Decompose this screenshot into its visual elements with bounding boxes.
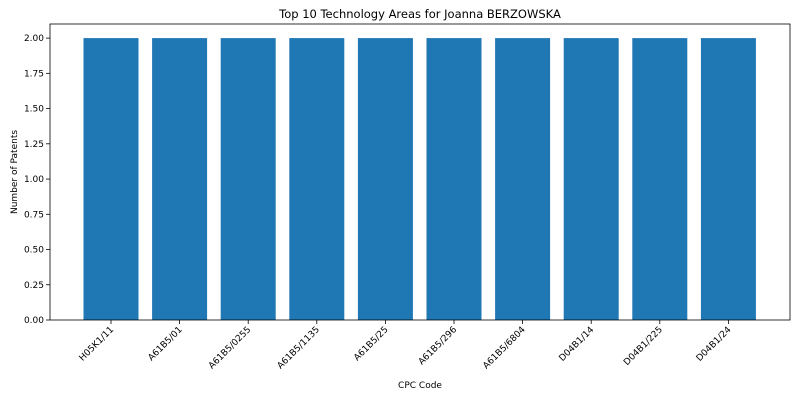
y-tick-label: 1.50 (24, 105, 44, 115)
y-tick-label: 0.25 (24, 281, 44, 291)
x-axis-title: CPC Code (398, 381, 442, 391)
x-tick-label: A61B5/0255 (207, 325, 253, 371)
bar (84, 38, 139, 320)
bar (221, 38, 276, 320)
x-tick-label: D04B1/14 (558, 325, 597, 364)
y-tick-label: 1.25 (24, 140, 44, 150)
x-tick-label: A61B5/01 (147, 325, 185, 363)
x-tick-label: D04B1/225 (622, 325, 665, 368)
y-axis-title: Number of Patents (10, 130, 20, 214)
x-tick-label: A61B5/6804 (481, 325, 527, 371)
bar (564, 38, 619, 320)
x-axis: H05K1/11 A61B5/01 A61B5/0255 A61B5/1135 A61B… (78, 320, 734, 371)
y-axis: 0.00 0.25 0.50 0.75 1.00 1.25 1.50 1.75 2.00 (24, 34, 50, 326)
x-tick-label: D04B1/24 (695, 325, 734, 364)
y-tick-label: 2.00 (24, 34, 44, 44)
chart-title: Top 10 Technology Areas for Joanna BERZO… (278, 7, 561, 21)
bar (701, 38, 756, 320)
x-tick-label: A61B5/296 (417, 325, 459, 367)
x-tick-label: A61B5/1135 (276, 325, 322, 371)
y-tick-label: 0.00 (24, 316, 44, 326)
bar (152, 38, 207, 320)
bar (495, 38, 550, 320)
bars (84, 38, 756, 320)
y-tick-label: 0.75 (24, 210, 44, 220)
bar (358, 38, 413, 320)
bar (427, 38, 482, 320)
x-tick-label: A61B5/25 (352, 325, 390, 363)
y-tick-label: 0.50 (24, 246, 44, 256)
bar (632, 38, 687, 320)
x-tick-label: H05K1/11 (78, 325, 116, 363)
bar (289, 38, 344, 320)
y-tick-label: 1.75 (24, 69, 44, 79)
y-tick-label: 1.00 (24, 175, 44, 185)
